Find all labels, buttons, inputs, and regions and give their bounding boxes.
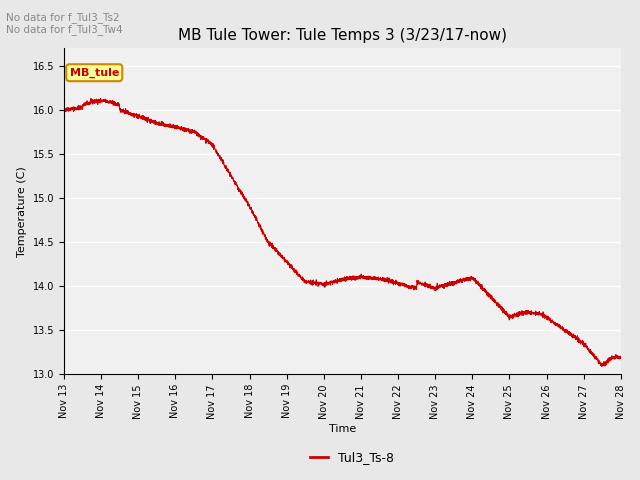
X-axis label: Time: Time bbox=[329, 424, 356, 434]
Text: No data for f_Tul3_Tw4: No data for f_Tul3_Tw4 bbox=[6, 24, 123, 35]
Legend: Tul3_Ts-8: Tul3_Ts-8 bbox=[305, 446, 399, 469]
Text: MB_tule: MB_tule bbox=[70, 68, 119, 78]
Title: MB Tule Tower: Tule Temps 3 (3/23/17-now): MB Tule Tower: Tule Temps 3 (3/23/17-now… bbox=[178, 28, 507, 43]
Text: No data for f_Tul3_Ts2: No data for f_Tul3_Ts2 bbox=[6, 12, 120, 23]
Y-axis label: Temperature (C): Temperature (C) bbox=[17, 166, 27, 257]
